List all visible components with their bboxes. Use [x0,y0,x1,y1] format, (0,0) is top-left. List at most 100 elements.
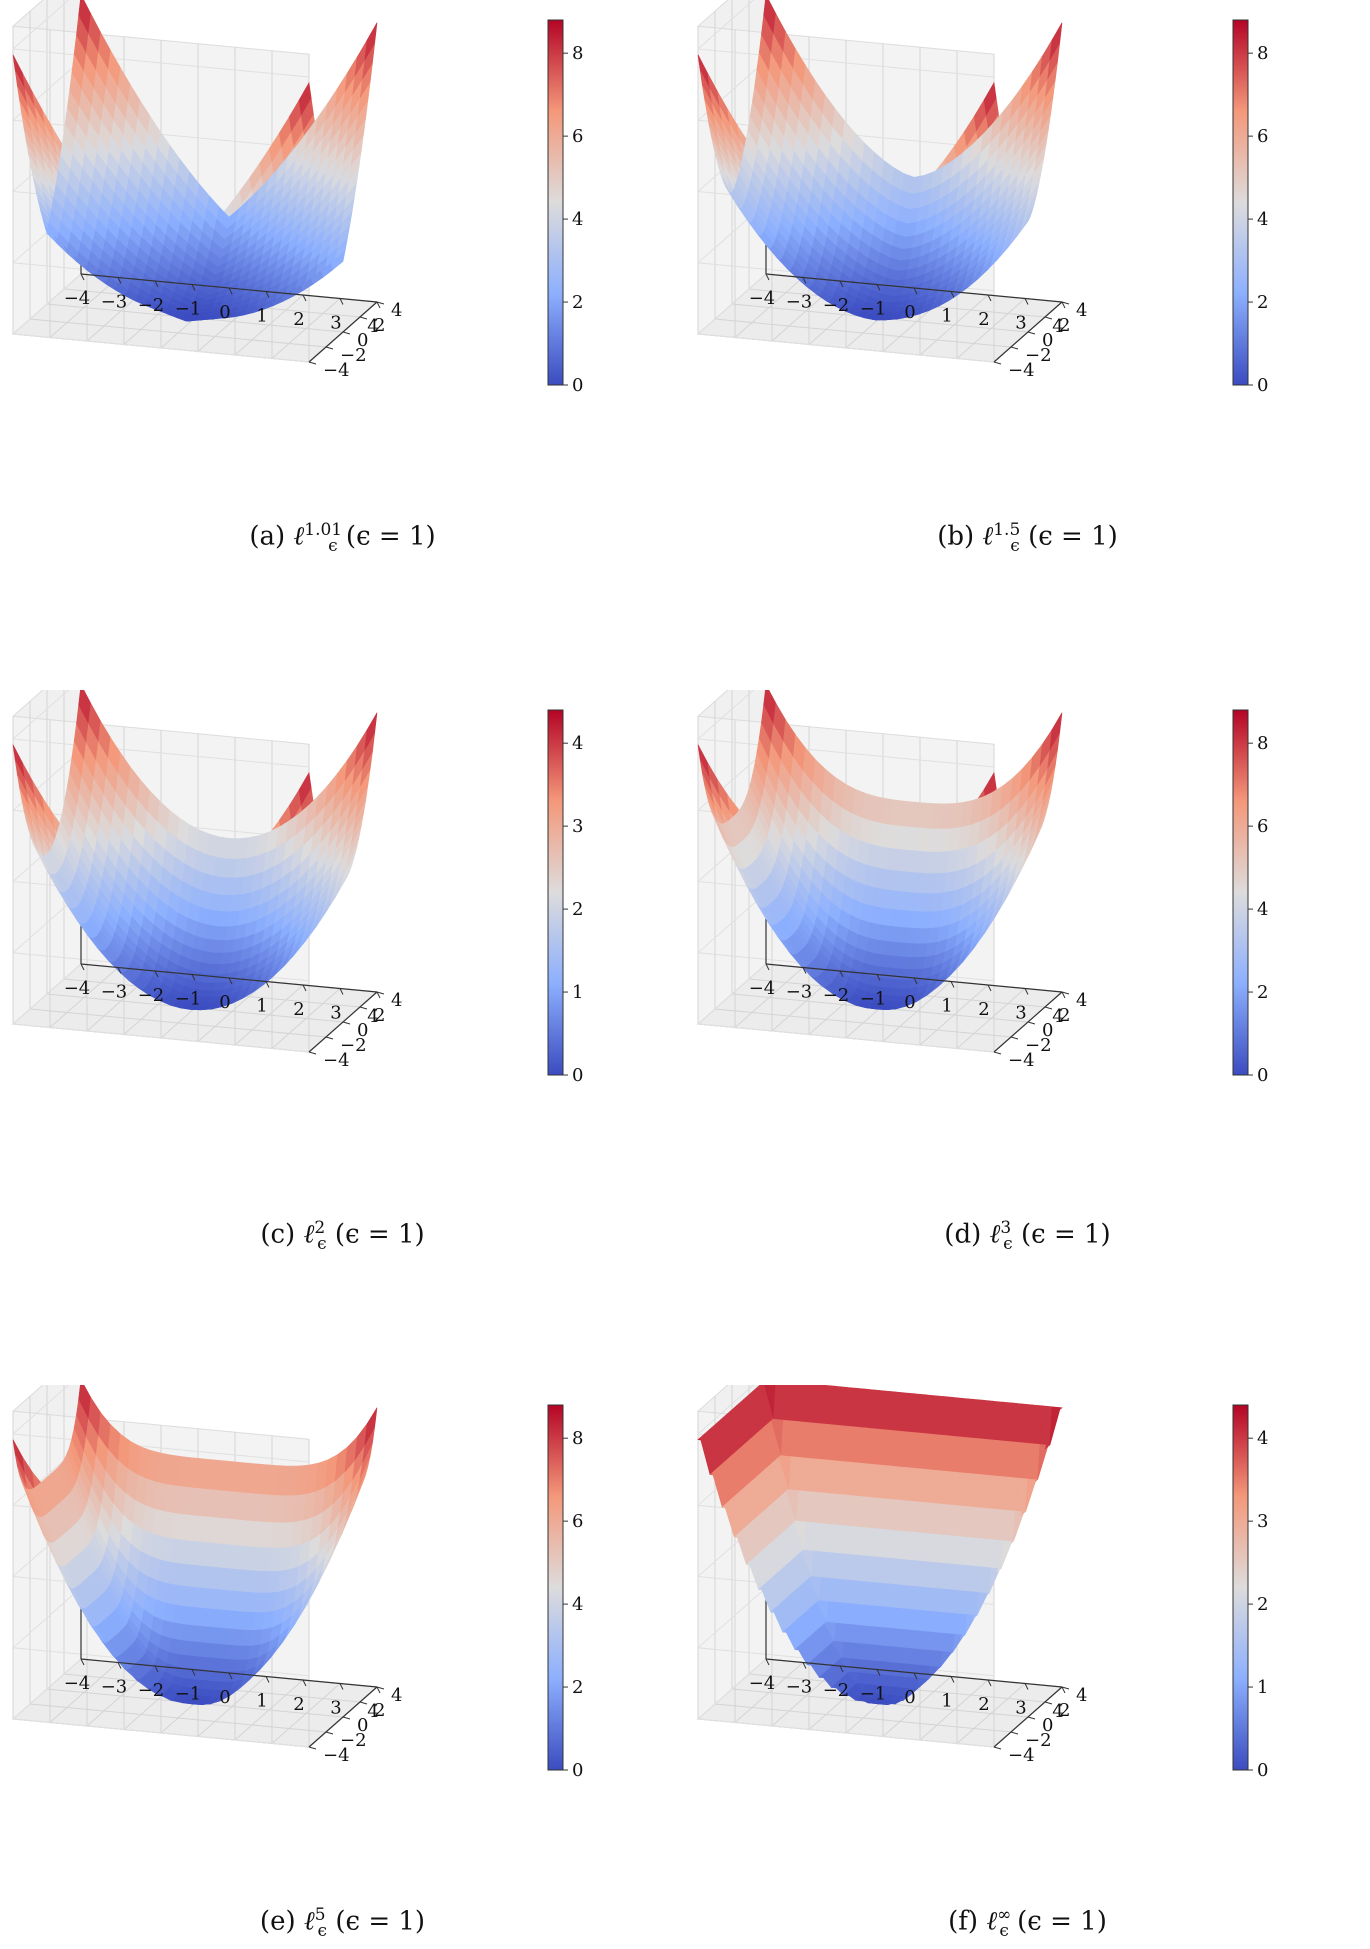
y-tick-mark [308,1051,317,1055]
gridline [11,749,310,839]
colorbar [1232,19,1249,386]
colorbar-tick-label: 8 [1257,43,1268,64]
colorbar-tick-label: 2 [572,292,583,313]
y-tick-mark [342,1716,351,1720]
x-tick-label: 2 [978,309,989,330]
y-tick-mark [308,361,317,365]
colorbar-tick-label: 6 [1257,126,1268,147]
x-tick-label: 2 [293,1694,304,1715]
gridline [696,963,995,1053]
x-tick-label: −3 [101,982,128,1003]
y-tick-label: 0 [357,1715,368,1736]
caption-sub: ϵ [317,1233,327,1254]
x-tick-mark [339,988,344,995]
y-tick-label: 2 [1059,1005,1070,1026]
x-tick-mark [154,970,159,978]
y-tick-label: 2 [374,315,385,336]
colorbar-tick-label: 0 [1257,375,1268,396]
caption-b: (b) ℓ1.5ϵ (ϵ = 1) [685,520,1370,556]
x-tick-label: −4 [749,288,776,309]
y-tick-mark [1027,331,1036,335]
y-tick-mark [308,1746,317,1750]
y-tick-label: 0 [1042,330,1053,351]
gridline [11,59,310,149]
x-tick-label: −2 [138,985,165,1006]
x-tick-label: −1 [175,1684,202,1705]
y-tick-label: −4 [1008,1050,1035,1071]
x-tick-mark [117,1662,122,1669]
colorbar-tick-label: 8 [572,1428,583,1449]
caption-d: (d) ℓ3ϵ (ϵ = 1) [685,1218,1370,1254]
x-tick-mark [265,981,270,988]
x-tick-label: 1 [941,306,952,327]
x-tick-label: 2 [978,999,989,1020]
x-tick-mark [802,277,807,284]
x-tick-label: −1 [860,989,887,1010]
x-tick-label: 0 [219,302,230,323]
x-tick-mark [80,1658,85,1666]
y-tick-label: −2 [1025,1035,1052,1056]
chart-panel-c: −4 −3 −2 −1 0 1 2 3 4 −4 −2 0 2 4 0 1 2 3 4 (c) ℓ2ϵ (ϵ = 1… [0,690,685,1254]
caption-label: (e) [259,1906,304,1937]
x-tick-mark [1024,298,1029,305]
colorbar-tick-label: 8 [572,43,583,64]
gridline [11,1658,310,1748]
caption-base: ℓ [989,1219,1001,1250]
colorbar-tick-label: 1 [572,982,583,1003]
x-tick-label: −4 [64,288,91,309]
caption-label: (a) [249,521,294,552]
x-tick-label: −3 [101,292,128,313]
colorbar-tick-label: 4 [1257,899,1268,920]
x-tick-label: 2 [293,309,304,330]
y-tick-label: −2 [340,345,367,366]
x-tick-label: −3 [786,292,813,313]
caption-label: (c) [260,1219,304,1250]
x-tick-label: 3 [1015,1003,1026,1024]
caption-suffix: (ϵ = 1) [1019,521,1118,552]
y-tick-label: 0 [1042,1020,1053,1041]
x-tick-label: 0 [219,992,230,1013]
gridline [11,0,310,78]
x-tick-label: 4 [367,316,378,337]
surface [697,1385,1063,1706]
x-tick-mark [302,294,307,302]
caption-sup: 1.5 [993,520,1021,540]
caption-base: ℓ [982,521,994,552]
y-tick-label: 0 [357,1020,368,1041]
surface [697,0,1063,321]
gridline [11,1385,310,1463]
caption-sup: 1.01 [304,520,343,540]
colorbar-tick-label: 2 [572,1677,583,1698]
x-tick-mark [913,287,918,295]
gridline [696,59,995,149]
y-tick-mark [376,1686,385,1690]
y-tick-mark [325,1731,334,1735]
colorbar-tick-label: 4 [572,209,583,230]
y-tick-mark [1061,301,1070,305]
x-tick-label: 3 [330,1698,341,1719]
colorbar-tick-label: 0 [572,1065,583,1086]
x-tick-label: 3 [330,313,341,334]
chart-panel-e: −4 −3 −2 −1 0 1 2 3 4 −4 −2 0 2 4 0 2 4 6 8 (e) ℓ5ϵ (ϵ = 1… [0,1385,685,1949]
surface-facet [364,22,378,60]
colorbar-tick-label: 2 [1257,292,1268,313]
y-tick-label: −2 [340,1035,367,1056]
x-tick-mark [80,273,85,281]
y-tick-mark [376,991,385,995]
x-tick-mark [265,291,270,298]
x-tick-label: 4 [1052,316,1063,337]
colorbar [547,709,564,1076]
y-tick-label: −4 [1008,360,1035,381]
x-tick-label: −2 [823,295,850,316]
x-tick-mark [228,977,233,985]
colorbar-tick-label: 0 [1257,1065,1268,1086]
y-tick-mark [376,301,385,305]
y-tick-mark [993,1051,1002,1055]
caption-suffix: (ϵ = 1) [326,1219,425,1250]
x-tick-mark [265,1676,270,1683]
y-tick-label: 0 [357,330,368,351]
x-tick-label: −3 [786,982,813,1003]
